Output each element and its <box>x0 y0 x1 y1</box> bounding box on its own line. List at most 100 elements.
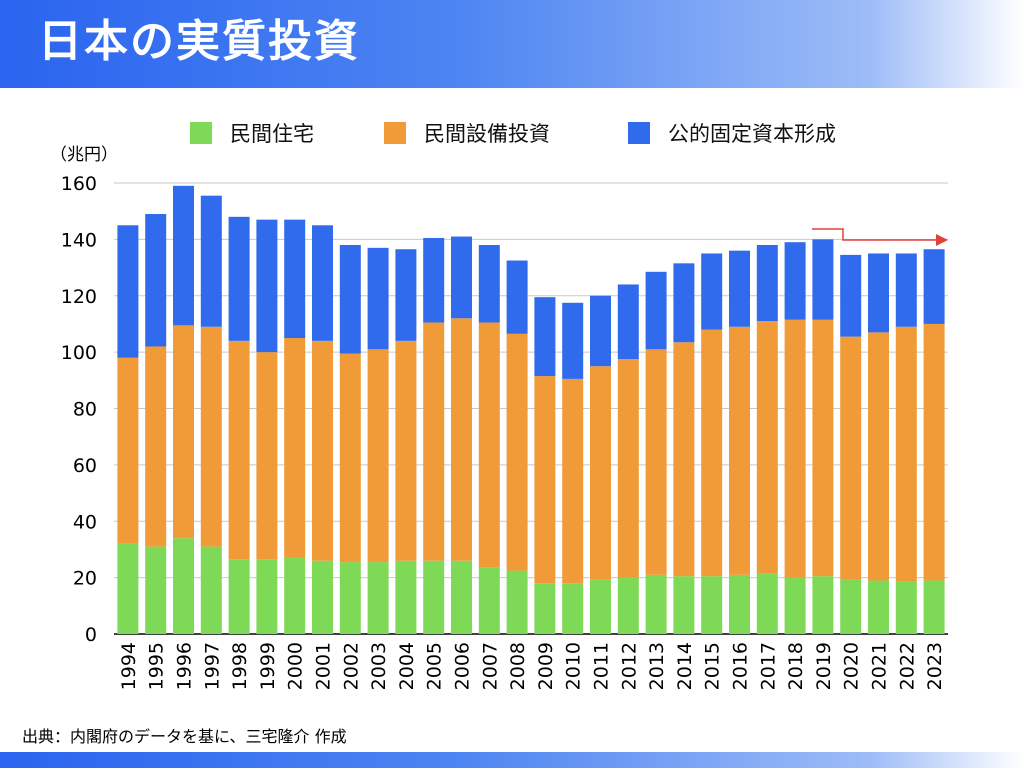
bar-segment-housing <box>701 576 723 634</box>
bar-segment-equipment <box>200 326 222 547</box>
bar-segment-public <box>840 254 862 337</box>
bar-segment-housing <box>228 559 250 634</box>
bar-segment-equipment <box>395 340 417 561</box>
x-tick-label: 2020 <box>841 642 863 690</box>
x-tick-label: 2001 <box>313 642 335 690</box>
bar-segment-equipment <box>117 357 139 544</box>
bar-segment-equipment <box>451 318 472 561</box>
bar-segment-public <box>895 253 917 327</box>
bar-segment-public <box>534 297 556 377</box>
x-tick-label: 1995 <box>146 642 168 690</box>
bar-segment-housing <box>617 577 639 634</box>
legend: 民間住宅 民間設備投資 公的固定資本形成 <box>190 122 836 146</box>
bar-segment-equipment <box>367 349 389 563</box>
bar-segment-public <box>145 214 167 347</box>
bar-segment-equipment <box>145 346 167 547</box>
bar-segment-public <box>173 185 194 326</box>
y-tick-label: 40 <box>73 511 97 533</box>
y-tick-label: 100 <box>61 342 97 364</box>
bar-segment-equipment <box>812 319 834 577</box>
bar-segment-housing <box>784 577 806 634</box>
bar-segment-public <box>478 245 500 323</box>
x-tick-label: 2009 <box>535 642 557 690</box>
x-tick-label: 2003 <box>368 642 390 690</box>
bar-segment-equipment <box>645 349 667 575</box>
bar-segment-housing <box>840 579 862 634</box>
x-tick-label: 2011 <box>591 642 613 690</box>
bar-segment-public <box>784 242 806 320</box>
x-tick-label: 2006 <box>452 642 474 690</box>
bar-segment-housing <box>756 573 778 634</box>
x-tick-label: 2004 <box>396 642 418 690</box>
bar-segment-public <box>367 247 389 350</box>
x-tick-label: 2005 <box>424 642 446 690</box>
bar-segment-equipment <box>590 366 611 580</box>
bar-segment-equipment <box>173 325 194 539</box>
x-tick-label: 1998 <box>229 642 251 690</box>
bar-segment-housing <box>923 580 945 634</box>
bar-segment-public <box>673 263 695 343</box>
bar-segment-equipment <box>339 353 361 563</box>
bar-segment-housing <box>395 560 417 634</box>
bar-segment-equipment <box>534 376 556 584</box>
header-bar: 日本の実質投資 <box>0 0 1024 88</box>
y-tick-label: 20 <box>73 568 97 590</box>
bar-segment-housing <box>423 560 445 634</box>
bar-segment-housing <box>645 574 667 634</box>
x-axis-ticks: 1994 1995 1996 1997 1998 1999 2000 2001 2002 2003… <box>118 642 946 690</box>
bar-segment-housing <box>812 576 834 634</box>
x-tick-label: 2014 <box>674 642 696 690</box>
bar-segment-equipment <box>284 338 306 558</box>
bar-segment-equipment <box>506 333 528 571</box>
bar-segment-public <box>117 225 139 358</box>
bar-segment-housing <box>895 581 917 634</box>
bar-segment-public <box>729 250 750 327</box>
bar-segment-housing <box>868 580 889 634</box>
page-title: 日本の実質投資 <box>38 16 360 67</box>
y-tick-label: 0 <box>85 624 97 646</box>
bar-segment-public <box>562 302 584 379</box>
bar-segment-public <box>312 225 333 341</box>
y-tick-label: 120 <box>61 286 97 308</box>
bar-segment-equipment <box>478 322 500 568</box>
bar-segment-public <box>506 260 528 334</box>
x-tick-label: 2007 <box>479 642 501 690</box>
x-tick-label: 1994 <box>118 642 140 690</box>
x-tick-label: 2021 <box>869 642 891 690</box>
bar-segment-equipment <box>868 332 889 581</box>
bar-segment-public <box>256 219 278 353</box>
bar-segment-equipment <box>423 322 445 561</box>
bar-segment-equipment <box>895 326 917 582</box>
x-tick-label: 1999 <box>257 642 279 690</box>
y-tick-label: 60 <box>73 455 97 477</box>
bar-segment-housing <box>673 576 695 634</box>
y-axis-ticks: 0 20 40 60 80 100 120 140 160 <box>61 173 97 646</box>
y-tick-label: 80 <box>73 399 97 421</box>
x-tick-label: 2000 <box>285 642 307 690</box>
bar-segment-public <box>284 219 306 339</box>
bar-segment-housing <box>117 543 139 634</box>
trend-arrow <box>812 228 948 246</box>
bars <box>117 185 945 634</box>
bar-segment-public <box>923 249 945 324</box>
x-tick-label: 2018 <box>785 642 807 690</box>
bar-segment-housing <box>284 557 306 634</box>
bar-segment-housing <box>145 546 167 634</box>
x-tick-label: 1996 <box>174 642 196 690</box>
legend-label: 民間設備投資 <box>424 122 550 146</box>
legend-label: 民間住宅 <box>230 122 314 146</box>
bar-segment-equipment <box>562 378 584 584</box>
bar-segment-public <box>423 237 445 323</box>
bar-segment-public <box>756 245 778 322</box>
x-tick-label: 2017 <box>757 642 779 690</box>
bar-segment-public <box>701 253 723 330</box>
legend-swatch <box>384 122 406 144</box>
bar-segment-housing <box>478 567 500 634</box>
bar-segment-housing <box>562 583 584 634</box>
bar-segment-housing <box>312 560 333 634</box>
x-tick-label: 2019 <box>813 642 835 690</box>
bar-segment-equipment <box>784 319 806 578</box>
bar-segment-equipment <box>673 342 695 577</box>
bar-segment-equipment <box>617 359 639 578</box>
